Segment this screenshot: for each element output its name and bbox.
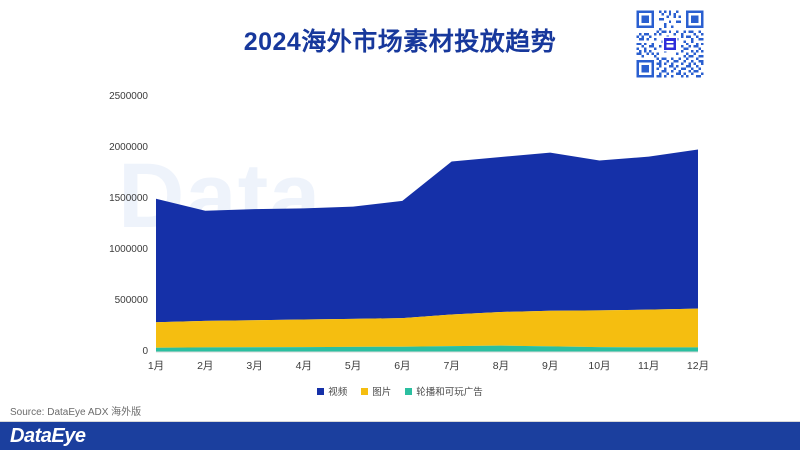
legend-item[interactable]: 轮播和可玩广告 [405,384,483,398]
source-note: Source: DataEye ADX 海外版 [10,407,142,418]
x-axis-tick-label: 4月 [295,360,312,372]
x-axis-tick-label: 10月 [588,360,611,372]
legend-swatch-icon [361,387,369,395]
legend-swatch-icon [317,387,325,395]
x-axis-tick-label: 1月 [147,360,165,372]
y-axis-tick-label: 2500000 [109,91,148,102]
chart-legend: 视频 图片 轮播和可玩广告 [0,384,800,398]
area-band [156,345,698,352]
legend-swatch-icon [405,387,413,395]
y-axis-tick-label: 1500000 [109,193,148,204]
legend-label: 视频 [328,387,348,398]
y-axis-tick-label: 1000000 [109,244,148,255]
dataeye-logo: DataEye [10,425,86,447]
area-band [156,308,698,348]
x-axis-tick-label: 7月 [443,360,460,372]
x-axis-tick-label: 9月 [542,360,559,372]
x-axis-tick-label: 6月 [394,360,411,372]
footer-bar: DataEye [0,422,800,450]
y-axis-tick-label: 2000000 [109,142,148,153]
legend-label: 图片 [372,387,392,398]
footer-divider [0,421,800,422]
legend-item[interactable]: 视频 [317,384,347,398]
x-axis-tick-label: 2月 [197,360,214,372]
area-chart [0,80,800,380]
x-axis-tick-label: 5月 [344,360,362,372]
page-title: 2024海外市场素材投放趋势 [243,28,557,56]
legend-item[interactable]: 图片 [361,384,391,398]
x-axis-tick-label: 8月 [492,360,510,372]
area-band [156,149,698,323]
x-axis-tick-label: 3月 [246,360,263,372]
x-axis-tick-label: 11月 [638,360,660,372]
y-axis-tick-label: 0 [142,346,148,357]
legend-label: 轮播和可玩广告 [416,387,483,398]
y-axis-tick-label: 500000 [114,295,148,306]
qr-code-icon [634,8,706,80]
x-axis-tick-label: 12月 [686,360,710,372]
